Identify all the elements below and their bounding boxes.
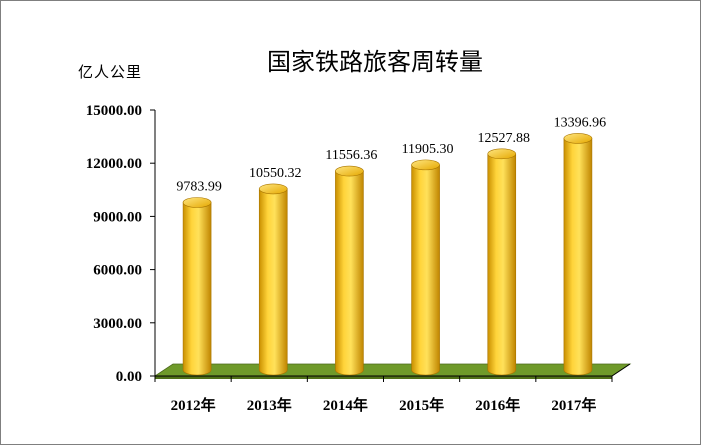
y-tick-label: 3000.00 <box>93 316 142 332</box>
bar-top <box>182 197 212 208</box>
data-label: 11905.30 <box>402 142 454 157</box>
y-tick-label: 0.00 <box>116 369 142 385</box>
bar-top <box>258 183 288 195</box>
floor-top <box>153 363 632 377</box>
bar-body <box>487 153 517 376</box>
x-category-label: 2015年 <box>399 396 444 414</box>
bar-body <box>182 202 212 376</box>
y-axis-label: 亿人公里 <box>78 63 142 81</box>
x-category-label: 2014年 <box>323 396 368 414</box>
bar <box>335 165 364 376</box>
axes <box>150 109 631 382</box>
x-category-label: 2013年 <box>247 396 292 414</box>
y-tick-label: 6000.00 <box>93 263 142 279</box>
data-label: 13396.96 <box>554 115 607 130</box>
bar <box>182 197 212 376</box>
y-tick-label: 9000.00 <box>93 209 142 225</box>
bar-top <box>563 133 593 144</box>
bar <box>563 133 593 376</box>
y-tick-label: 15000.00 <box>86 103 142 119</box>
chart-floor <box>153 363 632 379</box>
bar-body <box>258 188 288 376</box>
bar <box>487 148 517 376</box>
bar-top <box>335 165 364 177</box>
x-tick-labels: 2012年 2013年 2014年 2015年 2016年 2017年 <box>171 396 597 414</box>
bar-body <box>335 170 364 376</box>
y-tick-labels: 0.00 3000.00 6000.00 9000.00 12000.00 15000.0… <box>86 103 142 385</box>
x-category-label: 2016年 <box>475 396 520 414</box>
bar <box>258 183 288 376</box>
bar-top <box>487 148 517 160</box>
bar-top <box>411 159 440 171</box>
x-category-label: 2012年 <box>171 396 216 414</box>
x-category-label: 2017年 <box>551 396 596 414</box>
data-label: 11556.36 <box>325 148 377 163</box>
bar-body <box>411 164 440 376</box>
data-labels: 9783.99 10550.32 11556.36 11905.30 12527.88 1… <box>176 115 606 194</box>
bar-body <box>563 138 593 376</box>
data-label: 10550.32 <box>249 166 302 181</box>
data-label: 12527.88 <box>478 131 531 146</box>
chart-title: 国家铁路旅客周转量 <box>267 48 483 76</box>
x-axis-depth <box>611 363 631 377</box>
bars <box>182 133 593 376</box>
y-tick-label: 12000.00 <box>86 156 142 172</box>
bar <box>411 159 440 376</box>
data-label: 9783.99 <box>176 179 222 194</box>
